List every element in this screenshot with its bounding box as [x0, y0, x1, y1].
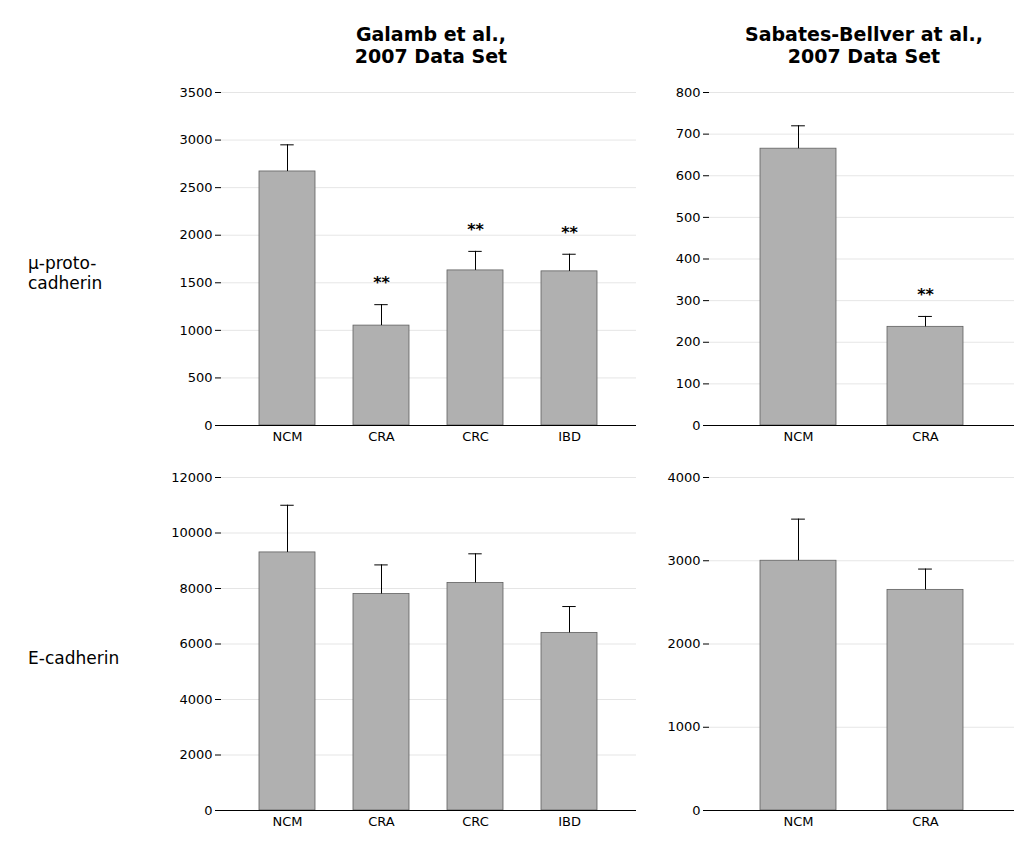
- svg-text:400: 400: [676, 251, 701, 266]
- svg-text:CRA: CRA: [912, 429, 939, 444]
- svg-text:700: 700: [676, 126, 701, 141]
- svg-text:3000: 3000: [667, 553, 700, 568]
- svg-text:**: **: [561, 223, 578, 242]
- svg-text:**: **: [467, 220, 484, 239]
- svg-text:2000: 2000: [667, 636, 700, 651]
- svg-text:4000: 4000: [667, 470, 700, 485]
- html-text:μ-proto- cadherin: μ-proto- cadherin: [28, 252, 103, 293]
- svg-text:CRC: CRC: [462, 814, 489, 829]
- svg-text:3500: 3500: [179, 85, 212, 100]
- svg-text:100: 100: [676, 376, 701, 391]
- svg-text:200: 200: [676, 334, 701, 349]
- svg-text:0: 0: [204, 803, 212, 818]
- svg-text:1500: 1500: [179, 275, 212, 290]
- svg-text:CRA: CRA: [368, 814, 395, 829]
- svg-text:12000: 12000: [171, 470, 212, 485]
- svg-text:600: 600: [676, 168, 701, 183]
- svg-text:IBD: IBD: [558, 429, 581, 444]
- svg-text:2000: 2000: [179, 227, 212, 242]
- svg-text:800: 800: [676, 85, 701, 100]
- svg-text:**: **: [373, 273, 390, 292]
- svg-text:NCM: NCM: [783, 429, 813, 444]
- svg-text:1000: 1000: [667, 719, 700, 734]
- svg-text:**: **: [917, 285, 934, 304]
- svg-text:0: 0: [692, 803, 700, 818]
- svg-text:500: 500: [188, 370, 213, 385]
- svg-text:CRA: CRA: [912, 814, 939, 829]
- svg-text:NCM: NCM: [783, 814, 813, 829]
- svg-text:0: 0: [692, 418, 700, 433]
- svg-text:500: 500: [676, 210, 701, 225]
- html-text:Galamb et al., 2007 Data Set: Galamb et al., 2007 Data Set: [354, 23, 508, 67]
- svg-text:NCM: NCM: [272, 814, 302, 829]
- html-text:Sabates-Bellver at al., 2007 D: Sabates-Bellver at al., 2007 Data Set: [745, 23, 983, 67]
- svg-text:3000: 3000: [179, 132, 212, 147]
- svg-text:2500: 2500: [179, 180, 212, 195]
- svg-text:CRC: CRC: [462, 429, 489, 444]
- svg-text:1000: 1000: [179, 323, 212, 338]
- svg-text:CRA: CRA: [368, 429, 395, 444]
- svg-text:300: 300: [676, 293, 701, 308]
- svg-text:10000: 10000: [171, 525, 212, 540]
- svg-text:0: 0: [204, 418, 212, 433]
- svg-text:6000: 6000: [179, 636, 212, 651]
- svg-text:IBD: IBD: [558, 814, 581, 829]
- svg-text:NCM: NCM: [272, 429, 302, 444]
- svg-text:8000: 8000: [179, 581, 212, 596]
- svg-text:2000: 2000: [179, 747, 212, 762]
- html-text:E-cadherin: E-cadherin: [28, 647, 120, 668]
- svg-text:4000: 4000: [179, 692, 212, 707]
